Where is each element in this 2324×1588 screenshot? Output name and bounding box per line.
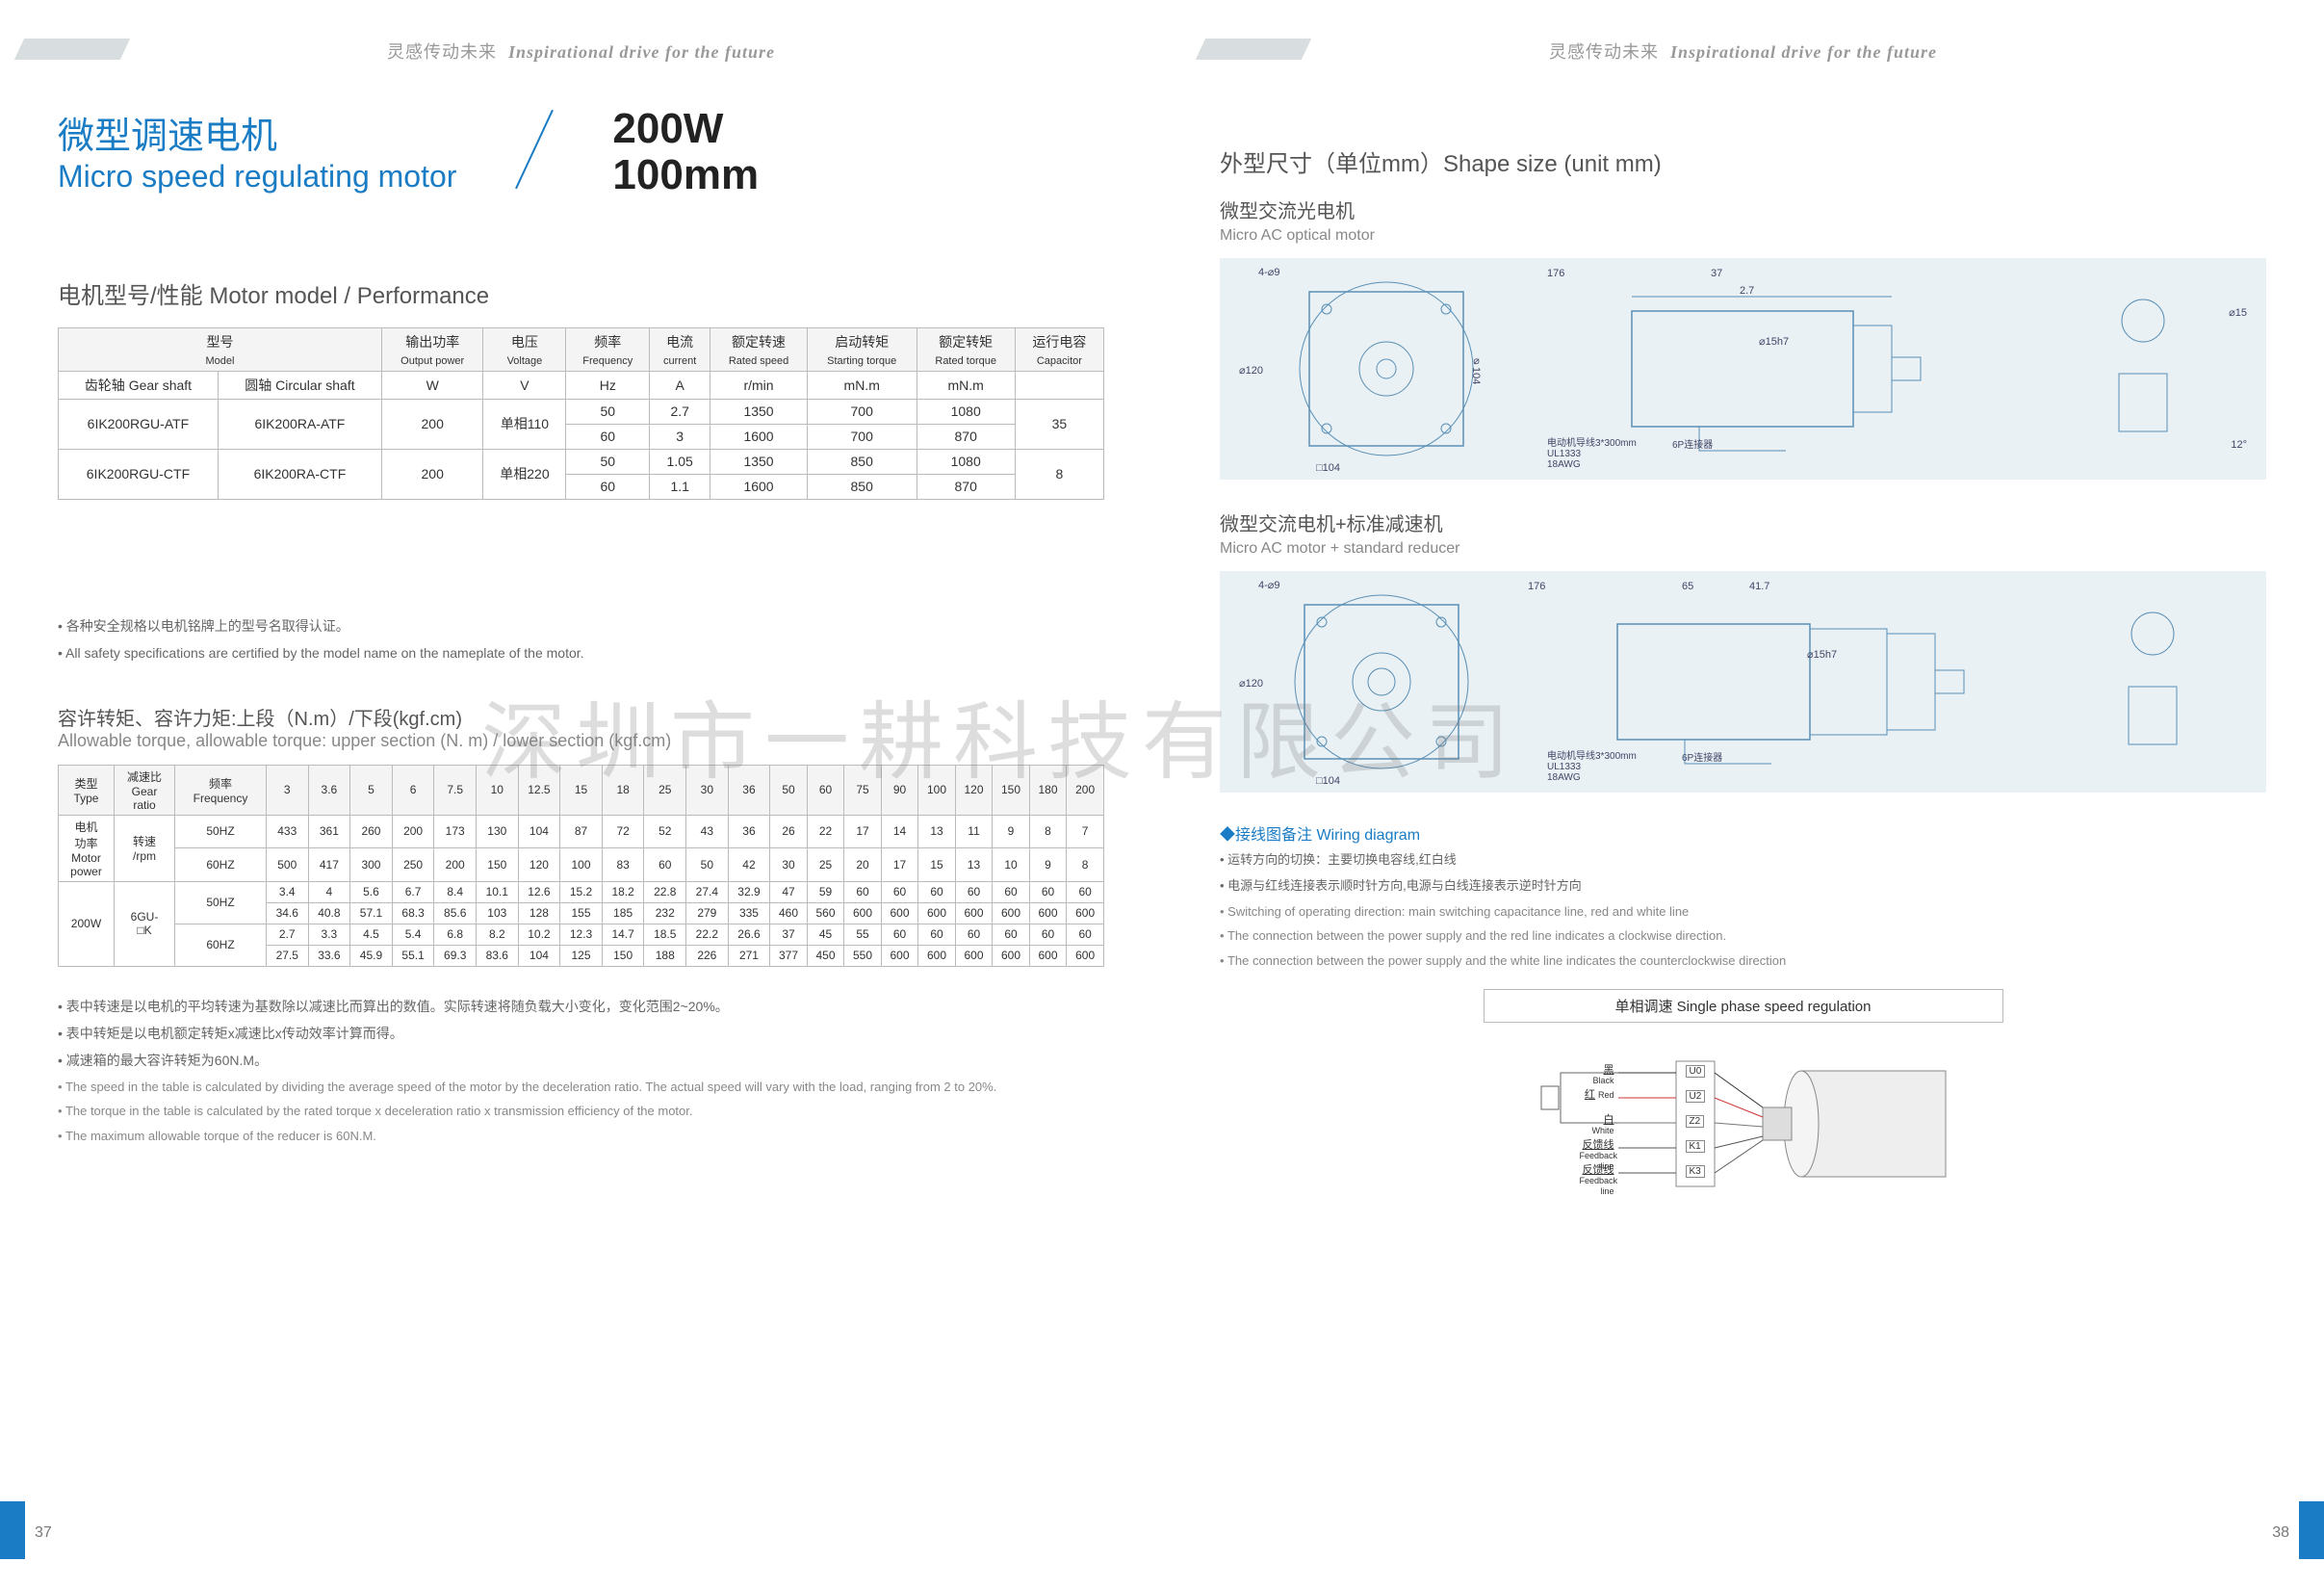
torque-note: 表中转速是以电机的平均转速为基数除以减速比而算出的数值。实际转速将随负载大小变化… [58, 996, 1104, 1017]
torque-table: 类型 Type减速比 Gear ratio频率 Frequency33.6567… [58, 765, 1104, 967]
reducer-front-icon [1276, 586, 1487, 778]
diagram-panel-1: 4-⌀9 ⌀120 □104 176 37 2.7 ⌀15h7 ⌀104 电动机… [1220, 258, 2266, 480]
shaft-detail-icon [2114, 595, 2210, 768]
torque-heading-cn: 容许转矩、容许力矩:上段（N.m）/下段(kgf.cm) [58, 703, 1104, 731]
wire-label: 红 Red [1580, 1090, 1614, 1101]
wiring-title: ◆接线图备注 Wiring diagram [1220, 821, 2266, 845]
header-tab [1196, 39, 1311, 60]
terminal-label: Z2 [1686, 1115, 1705, 1128]
spec-power: 200W [612, 106, 759, 152]
footer-tab [0, 1501, 25, 1559]
title-cn: 微型调速电机 [58, 106, 456, 159]
tagline: 灵感传动未来 Inspirational drive for the futur… [1220, 39, 2266, 64]
tagline: 灵感传动未来 Inspirational drive for the futur… [58, 39, 1104, 64]
wiring-block: ◆接线图备注 Wiring diagram 运转方向的切换：主要切换电容线,红白… [1220, 821, 2266, 1225]
torque-note: The maximum allowable torque of the redu… [58, 1127, 1104, 1146]
terminal-label: U0 [1686, 1065, 1706, 1078]
shape-heading: 外型尺寸（单位mm）Shape size (unit mm) [1220, 144, 2266, 178]
title-en: Micro speed regulating motor [58, 159, 456, 195]
tagline-en: Inspirational drive for the future [508, 42, 775, 62]
shaft-detail-icon [2100, 282, 2206, 456]
motor-side-icon [1613, 273, 1978, 465]
wiring-caption: 单相调速 Single phase speed regulation [1484, 989, 2003, 1023]
torque-note: The torque in the table is calculated by… [58, 1102, 1104, 1121]
terminal-label: K1 [1686, 1140, 1705, 1153]
perf-note: All safety specifications are certified … [58, 642, 1104, 664]
diag1-en: Micro AC optical motor [1220, 227, 2266, 245]
perf-note: 各种安全规格以电机铭牌上的型号名取得认证。 [58, 615, 1104, 637]
diag2-cn: 微型交流电机+标准减速机 [1220, 508, 2266, 536]
title-block: 微型调速电机 Micro speed regulating motor 200W… [58, 106, 1104, 199]
diag1-cn: 微型交流光电机 [1220, 195, 2266, 223]
wire-label: 白 White [1580, 1115, 1614, 1136]
diagram-panel-2: 4-⌀9 ⌀120 □104 176 65 41.7 ⌀15h7 电动机导线3*… [1220, 571, 2266, 793]
reducer-side-icon [1598, 586, 2002, 778]
wire-label: 反馈线 Feedback line [1580, 1165, 1614, 1197]
torque-heading-en: Allowable torque, allowable torque: uppe… [58, 731, 1104, 751]
page-left: 灵感传动未来 Inspirational drive for the futur… [0, 0, 1162, 1588]
tagline-cn: 灵感传动未来 [387, 42, 497, 62]
perf-heading: 电机型号/性能 Motor model / Performance [58, 276, 1104, 310]
torque-note: 表中转矩是以电机额定转矩x减速比x传动效率计算而得。 [58, 1023, 1104, 1044]
terminal-label: K3 [1686, 1165, 1705, 1178]
page-right: 灵感传动未来 Inspirational drive for the futur… [1162, 0, 2324, 1588]
torque-note: The speed in the table is calculated by … [58, 1078, 1104, 1097]
wiring-diagram: 黑 Black红 Red白 White反馈线 Feedback line反馈线 … [1484, 1032, 2003, 1225]
footer-tab [2299, 1501, 2324, 1559]
title-slash [515, 110, 554, 189]
header-tab [14, 39, 130, 60]
spec-size: 100mm [612, 152, 759, 198]
page-number: 38 [2272, 1524, 2289, 1542]
motor-front-icon [1280, 273, 1492, 465]
page-number: 37 [35, 1524, 52, 1542]
performance-table: 型号Model 输出功率Output power 电压Voltage 频率Fre… [58, 327, 1104, 500]
diag2-en: Micro AC motor + standard reducer [1220, 540, 2266, 558]
torque-note: 减速箱的最大容许转矩为60N.M。 [58, 1050, 1104, 1071]
wire-label: 黑 Black [1580, 1065, 1614, 1086]
terminal-label: U2 [1686, 1090, 1706, 1103]
